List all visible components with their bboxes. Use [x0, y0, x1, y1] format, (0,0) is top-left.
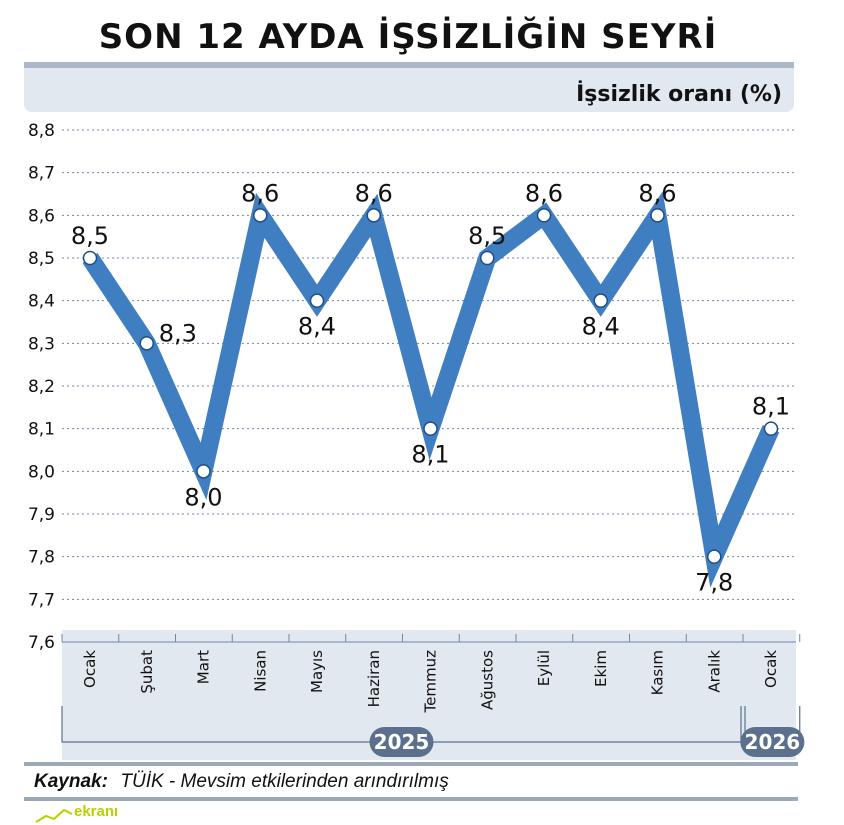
data-label: 8,0 — [184, 483, 222, 511]
year-label: 2026 — [745, 730, 801, 754]
x-tick-label: Ocak — [762, 650, 780, 688]
footer-top-rule — [24, 762, 798, 766]
x-tick-label: Aralık — [705, 650, 723, 693]
footer-bottom-rule — [24, 797, 798, 801]
year-pill — [369, 727, 434, 757]
data-label: 8,3 — [159, 319, 197, 347]
data-point — [480, 250, 495, 266]
data-label: 8,6 — [241, 179, 279, 207]
data-label: 8,6 — [525, 179, 563, 207]
y-tick-label: 7,6 — [28, 633, 55, 653]
y-tick-label: 7,7 — [28, 590, 55, 610]
axis-layer: 7,6 7,7 7,8 7,9 8,0 8,1 8,2 8,3 8,4 8,5 8,6 8,7 8,8 — [28, 121, 801, 653]
data-point — [423, 421, 438, 436]
unit-header-top-border — [24, 62, 794, 68]
y-tick-label: 8,5 — [28, 249, 55, 269]
year-pill — [740, 727, 805, 757]
data-point — [650, 208, 665, 223]
logo-text: ekranı — [74, 803, 118, 820]
y-tick-label: 8,1 — [28, 420, 55, 440]
chart-title: SON 12 AYDA İŞSİZLİĞİN SEYRİ — [99, 16, 718, 57]
y-tick-label: 8,4 — [28, 292, 55, 312]
y-tick-label: 8,6 — [28, 206, 55, 226]
data-point — [139, 336, 154, 351]
x-tick-label: Kasım — [649, 650, 667, 695]
source-line: Kaynak: TÜİK - Mevsim etkilerinden arınd… — [34, 771, 449, 792]
logo-mark — [35, 808, 73, 823]
data-label: 8,6 — [355, 179, 393, 207]
source-label: Kaynak: — [34, 771, 108, 792]
data-label: 8,1 — [411, 441, 449, 469]
y-tick-label: 8,0 — [28, 462, 55, 482]
x-tick-label: Nisan — [251, 650, 269, 692]
data-label: 8,6 — [638, 179, 676, 207]
x-tick-label: Mayıs — [308, 650, 326, 693]
y-tick-label: 8,2 — [28, 377, 55, 397]
y-tick-label: 7,9 — [28, 505, 55, 525]
data-point — [82, 250, 98, 266]
data-label: 7,8 — [695, 569, 733, 597]
x-tick-label: Şubat — [138, 650, 156, 694]
data-label-layer: 8,5 8,3 8,0 8,6 8,4 8,6 8,1 8,5 8,6 8,4 8,6 7,8 8,1 — [71, 179, 790, 596]
data-label: 8,4 — [582, 313, 620, 341]
data-point — [196, 464, 211, 479]
data-point — [536, 208, 552, 223]
x-tick-label: Ağustos — [478, 650, 496, 710]
y-tick-label: 8,3 — [28, 334, 55, 354]
y-tick-label: 8,8 — [28, 121, 55, 141]
y-tick-label: 8,7 — [28, 164, 55, 184]
unit-header-band — [24, 62, 794, 112]
y-tick-label: 7,8 — [28, 548, 55, 568]
year-label: 2025 — [374, 730, 430, 754]
data-label: 8,4 — [298, 313, 336, 341]
x-tick-label: Ocak — [81, 650, 99, 688]
data-label: 8,5 — [71, 222, 109, 250]
data-label: 8,5 — [468, 222, 506, 250]
x-tick-layer: Ocak Şubat Mart Nisan Mayıs Haziran Temmuz Ağus… — [81, 650, 780, 714]
x-tick-label: Eylül — [535, 650, 553, 686]
data-label: 8,1 — [752, 393, 790, 421]
y-unit-label: İşsizlik oranı (%) — [576, 81, 782, 107]
source-text: TÜİK - Mevsim etkilerinden arındırılmış — [120, 771, 449, 792]
data-point — [593, 293, 608, 308]
data-point — [309, 293, 325, 308]
ekrani-logo: ekranı — [35, 803, 118, 823]
data-point — [366, 208, 381, 223]
x-tick-label: Temmuz — [422, 650, 440, 714]
data-point — [763, 421, 779, 436]
x-tick-label: Haziran — [365, 650, 383, 707]
year-layer: 2025 2026 — [61, 706, 805, 757]
x-tick-label: Ekim — [592, 650, 610, 687]
data-point — [253, 208, 268, 223]
data-point — [707, 549, 722, 564]
x-tick-label: Mart — [195, 650, 213, 684]
series-layer — [82, 191, 780, 588]
